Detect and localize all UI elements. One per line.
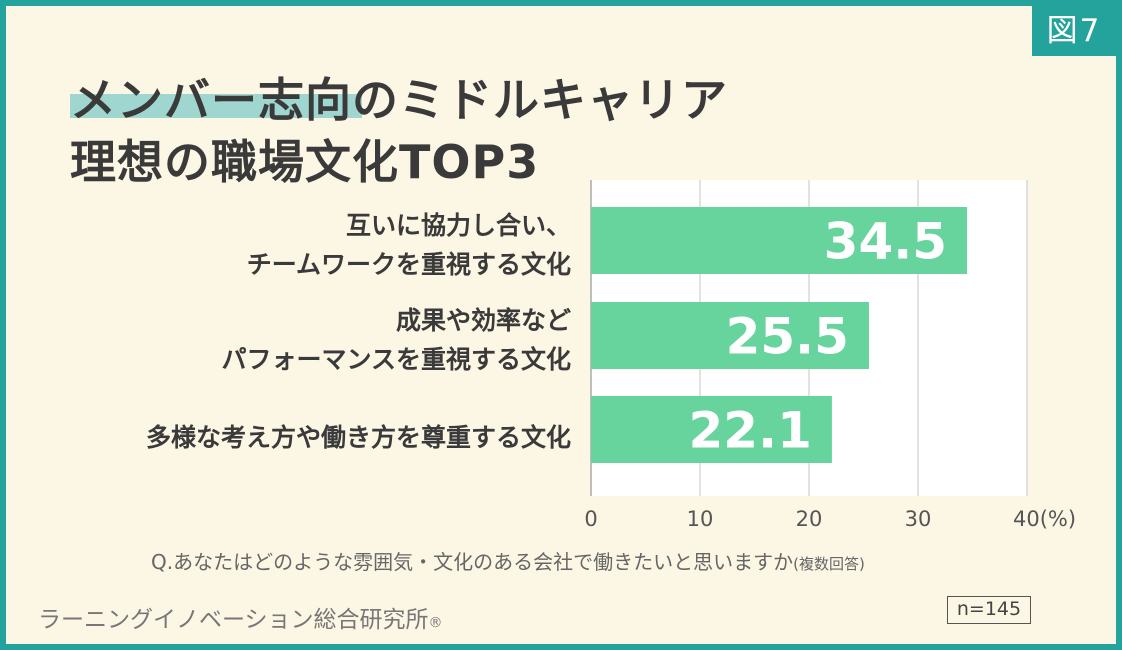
question-suffix: (複数回答) [793, 555, 865, 573]
sample-size-box: n=145 [947, 596, 1031, 624]
x-tick-label: 40(%) [1013, 507, 1076, 531]
registered-mark: ® [428, 615, 443, 631]
title-highlight-bar [70, 94, 362, 118]
category-label: 成果や効率など パフォーマンスを重視する文化 [221, 306, 571, 374]
x-tick-label: 0 [584, 507, 597, 531]
category-label: 多様な考え方や働き方を尊重する文化 [145, 423, 571, 452]
figure-number-badge: 図7 [1032, 6, 1116, 56]
question-text: Q.あなたはどのような雰囲気・文化のある会社で働きたいと思いますか [151, 550, 794, 574]
bar-value-label: 22.1 [689, 402, 812, 460]
bar [591, 302, 869, 369]
bar [591, 396, 832, 463]
organization-text: ラーニングイノベーション総合研究所 [38, 607, 429, 633]
chart-title-line-2: 理想の職場文化TOP3 [70, 135, 540, 189]
bar-value-label: 34.5 [824, 213, 947, 271]
bar-value-label: 25.5 [726, 308, 849, 366]
x-tick-label: 30 [905, 507, 932, 531]
x-tick-label: 10 [687, 507, 714, 531]
bar [591, 207, 968, 274]
chart-title-line-1: メンバー志向のミドルキャリア [70, 73, 728, 127]
survey-question: Q.あなたはどのような雰囲気・文化のある会社で働きたいと思いますか(複数回答) [151, 546, 865, 575]
x-tick-label: 20 [796, 507, 823, 531]
category-label: 互いに協力し合い、 チームワークを重視する文化 [246, 211, 571, 279]
bar-chart: 0 10 20 30 40(%) 34.5 25.5 22.1 [584, 180, 1076, 531]
organization-name: ラーニングイノベーション総合研究所® [38, 600, 443, 634]
